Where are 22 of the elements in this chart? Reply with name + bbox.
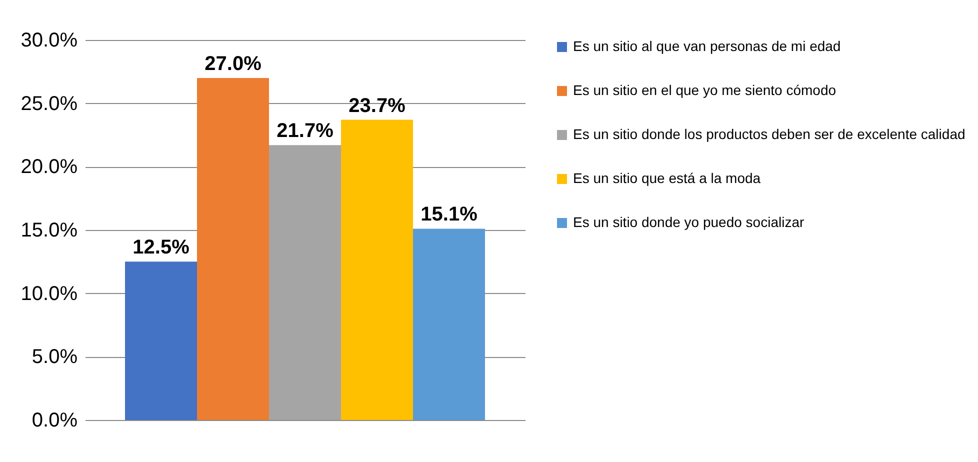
- data-label: 12.5%: [132, 236, 190, 259]
- data-label: 23.7%: [348, 94, 406, 117]
- data-label: 27.0%: [204, 53, 262, 75]
- legend-label: Es un sitio donde los productos deben ser de excelente calidad: [573, 126, 966, 142]
- legend-label: Es un sitio donde yo puedo socializar: [573, 214, 804, 230]
- bar: [341, 120, 413, 420]
- y-tick-label: 25.0%: [20, 92, 78, 115]
- bar: [197, 78, 269, 420]
- y-tick-label: 5.0%: [32, 346, 78, 368]
- legend-label: Es un sitio que está a la moda: [573, 170, 761, 186]
- bar: [125, 262, 197, 420]
- bar: [269, 145, 341, 420]
- legend-label: Es un sitio al que van personas de mi edad: [573, 38, 841, 54]
- y-tick-label: 10.0%: [20, 282, 78, 305]
- data-label: 21.7%: [276, 120, 334, 142]
- data-label: 15.1%: [420, 204, 478, 226]
- y-tick-label: 0.0%: [32, 410, 78, 432]
- y-tick-label: 15.0%: [20, 220, 78, 242]
- legend-label: Es un sitio en el que yo me siento cómodo: [573, 82, 836, 98]
- y-tick-label: 20.0%: [20, 156, 78, 178]
- y-tick-label: 30.0%: [20, 30, 78, 52]
- bar: [413, 228, 485, 420]
